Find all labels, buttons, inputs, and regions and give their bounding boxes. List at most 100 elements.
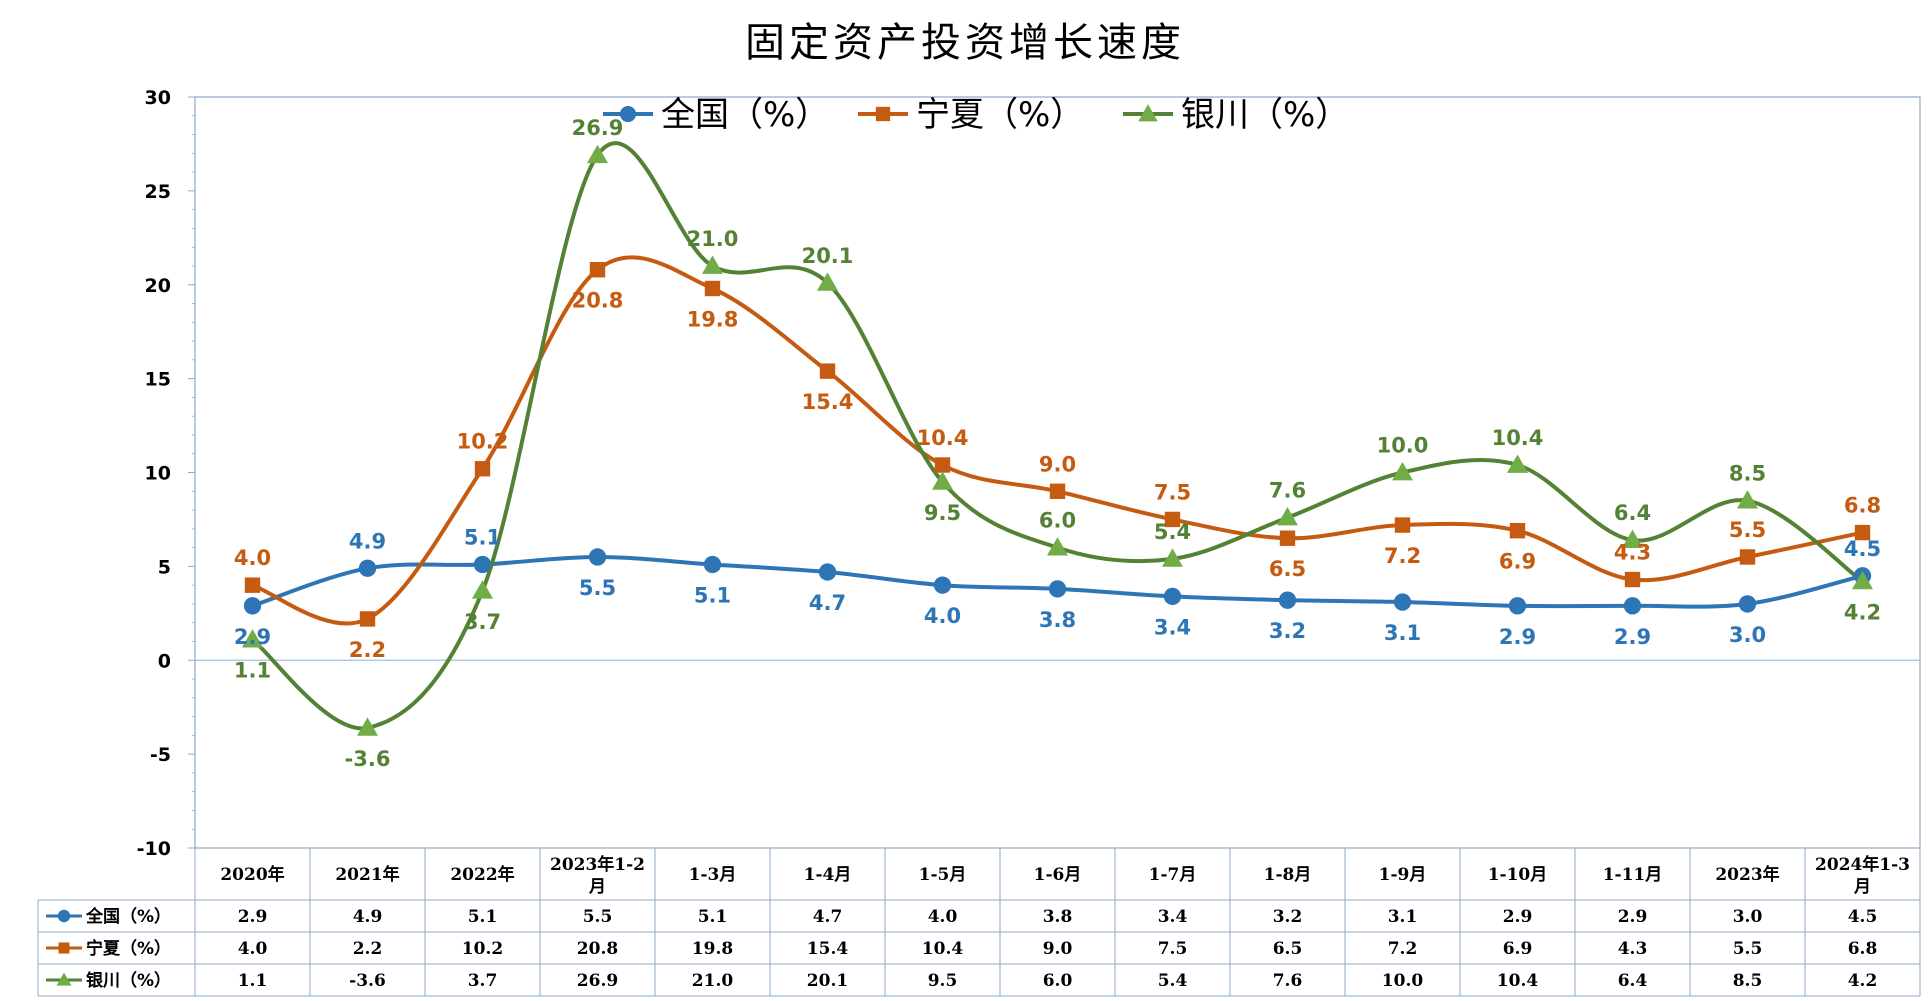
marker-ningxia xyxy=(589,262,606,278)
marker-national xyxy=(703,555,722,574)
data-label-national: 4.7 xyxy=(809,591,846,615)
y-tick-label: 15 xyxy=(145,369,171,391)
table-cell-national: 5.1 xyxy=(698,907,728,927)
data-label-ningxia: 4.0 xyxy=(234,546,271,570)
table-cell-national: 4.0 xyxy=(928,907,958,927)
data-label-national: 5.5 xyxy=(579,576,616,600)
marker-national xyxy=(243,597,262,615)
table-cell-national: 2.9 xyxy=(1618,907,1648,927)
table-row-header-national: 全国（%） xyxy=(85,906,171,927)
y-tick-label: 30 xyxy=(145,87,171,109)
data-label-national: 4.0 xyxy=(924,604,961,628)
data-label-yinchuan: 6.4 xyxy=(1614,501,1651,525)
data-label-yinchuan: 4.2 xyxy=(1844,600,1881,624)
data-label-ningxia: 20.8 xyxy=(572,289,624,313)
data-label-yinchuan: 10.0 xyxy=(1377,434,1429,458)
data-label-ningxia: 10.2 xyxy=(457,430,509,454)
data-label-national: 3.0 xyxy=(1729,623,1766,647)
data-label-ningxia: 2.2 xyxy=(349,638,386,662)
x-category-label: 1-11月 xyxy=(1603,865,1663,885)
marker-ningxia xyxy=(1739,549,1756,565)
data-label-national: 3.4 xyxy=(1154,615,1191,639)
y-tick-label: 10 xyxy=(145,463,171,485)
y-tick-label: 0 xyxy=(158,650,171,672)
marker-national xyxy=(1508,597,1527,615)
table-cell-yinchuan: 4.2 xyxy=(1848,971,1878,991)
table-cell-yinchuan: 20.1 xyxy=(807,971,848,991)
marker-ningxia xyxy=(1164,511,1181,528)
axes: -10 -5 0 5 10 15 20 25 30 xyxy=(137,87,195,860)
table-row-header-yinchuan: 银川（%） xyxy=(86,970,171,991)
data-label-yinchuan: 7.6 xyxy=(1269,479,1306,503)
data-label-national: 3.8 xyxy=(1039,608,1076,632)
data-label-ningxia: 9.0 xyxy=(1039,452,1076,476)
series-markers xyxy=(242,144,1873,736)
data-label-ningxia: 19.8 xyxy=(687,308,739,332)
series-line-ningxia xyxy=(250,255,1865,626)
y-tick-label: 5 xyxy=(158,556,171,578)
table-cell-national: 3.8 xyxy=(1043,907,1073,927)
table-cell-yinchuan: 26.9 xyxy=(577,971,618,991)
table-cell-ningxia: 9.0 xyxy=(1043,939,1073,959)
marker-national xyxy=(1393,593,1412,611)
x-category-label: 2020年 xyxy=(220,864,284,885)
marker-national xyxy=(473,555,492,574)
table-cell-ningxia: 5.5 xyxy=(1733,939,1763,959)
table-cell-ningxia: 15.4 xyxy=(807,939,849,959)
table-cell-ningxia: 4.0 xyxy=(238,939,268,959)
marker-yinchuan xyxy=(242,629,263,648)
table-cell-ningxia: 2.2 xyxy=(353,939,383,959)
data-label-yinchuan: 26.9 xyxy=(572,116,624,140)
marker-ningxia xyxy=(474,461,491,477)
marker-yinchuan xyxy=(1392,462,1413,481)
x-category-label: 1-4月 xyxy=(804,865,852,885)
data-label-ningxia: 6.9 xyxy=(1499,550,1536,574)
marker-ningxia xyxy=(1049,483,1066,499)
x-category-label: 1-7月 xyxy=(1149,865,1197,885)
y-tick-label: -10 xyxy=(137,838,171,860)
marker-yinchuan xyxy=(357,717,378,736)
table-cell-yinchuan: 10.4 xyxy=(1497,971,1539,991)
x-category-label: 2023年1-2 月 xyxy=(550,854,645,897)
data-label-national: 5.1 xyxy=(464,525,501,549)
marker-yinchuan xyxy=(1277,507,1298,526)
legend-label-ningxia: 宁夏（%） xyxy=(916,95,1084,135)
series-line-yinchuan xyxy=(250,141,1865,731)
data-label-yinchuan: 9.5 xyxy=(924,501,961,525)
marker-ningxia xyxy=(1279,530,1296,546)
marker-ningxia xyxy=(1624,571,1641,588)
marker-yinchuan xyxy=(817,272,838,291)
marker-ningxia xyxy=(359,611,376,627)
marker-yinchuan xyxy=(472,580,493,599)
table-cell-yinchuan: 6.0 xyxy=(1043,971,1073,991)
table-cell-ningxia: 6.9 xyxy=(1503,939,1533,959)
table-cell-national: 4.7 xyxy=(813,907,843,927)
data-label-ningxia: 10.4 xyxy=(917,426,969,450)
x-category-label: 2021年 xyxy=(335,864,399,885)
data-table: 2020年 2021年 2022年 2023年1-2 月 1-3月 1-4月 1-5月 1-6月… xyxy=(37,847,1921,997)
marker-ningxia xyxy=(819,363,836,379)
x-category-label: 1-8月 xyxy=(1264,865,1312,885)
data-label-ningxia: 6.5 xyxy=(1269,557,1306,581)
table-cell-yinchuan: 5.4 xyxy=(1158,971,1188,991)
marker-yinchuan xyxy=(1507,454,1528,473)
table-cell-yinchuan: 1.1 xyxy=(238,971,268,991)
x-category-label: 2022年 xyxy=(450,864,514,885)
data-label-yinchuan: 10.4 xyxy=(1492,426,1544,450)
marker-national xyxy=(1738,595,1757,613)
legend: 全国（%） 宁夏（%） 银川（%） xyxy=(603,95,1349,135)
marker-national xyxy=(1163,587,1182,606)
table-cell-national: 2.9 xyxy=(1503,907,1533,927)
table-cell-yinchuan: 21.0 xyxy=(692,971,734,991)
marker-yinchuan xyxy=(1737,490,1758,509)
table-cell-ningxia: 6.5 xyxy=(1273,939,1303,959)
data-label-yinchuan: 8.5 xyxy=(1729,462,1766,486)
table-cell-ningxia: 7.5 xyxy=(1158,939,1188,959)
marker-national xyxy=(358,559,377,577)
table-cell-yinchuan: 10.0 xyxy=(1382,971,1424,991)
data-label-national: 2.9 xyxy=(234,625,271,649)
marker-national xyxy=(588,548,607,566)
marker-national xyxy=(818,563,837,581)
x-category-label: 2023年 xyxy=(1715,864,1779,885)
data-labels: 4.0 2.9 1.1 4.9 2.2 -3.6 10.2 5.1 3.7 26.9 20.8 5.5… xyxy=(234,116,1881,771)
